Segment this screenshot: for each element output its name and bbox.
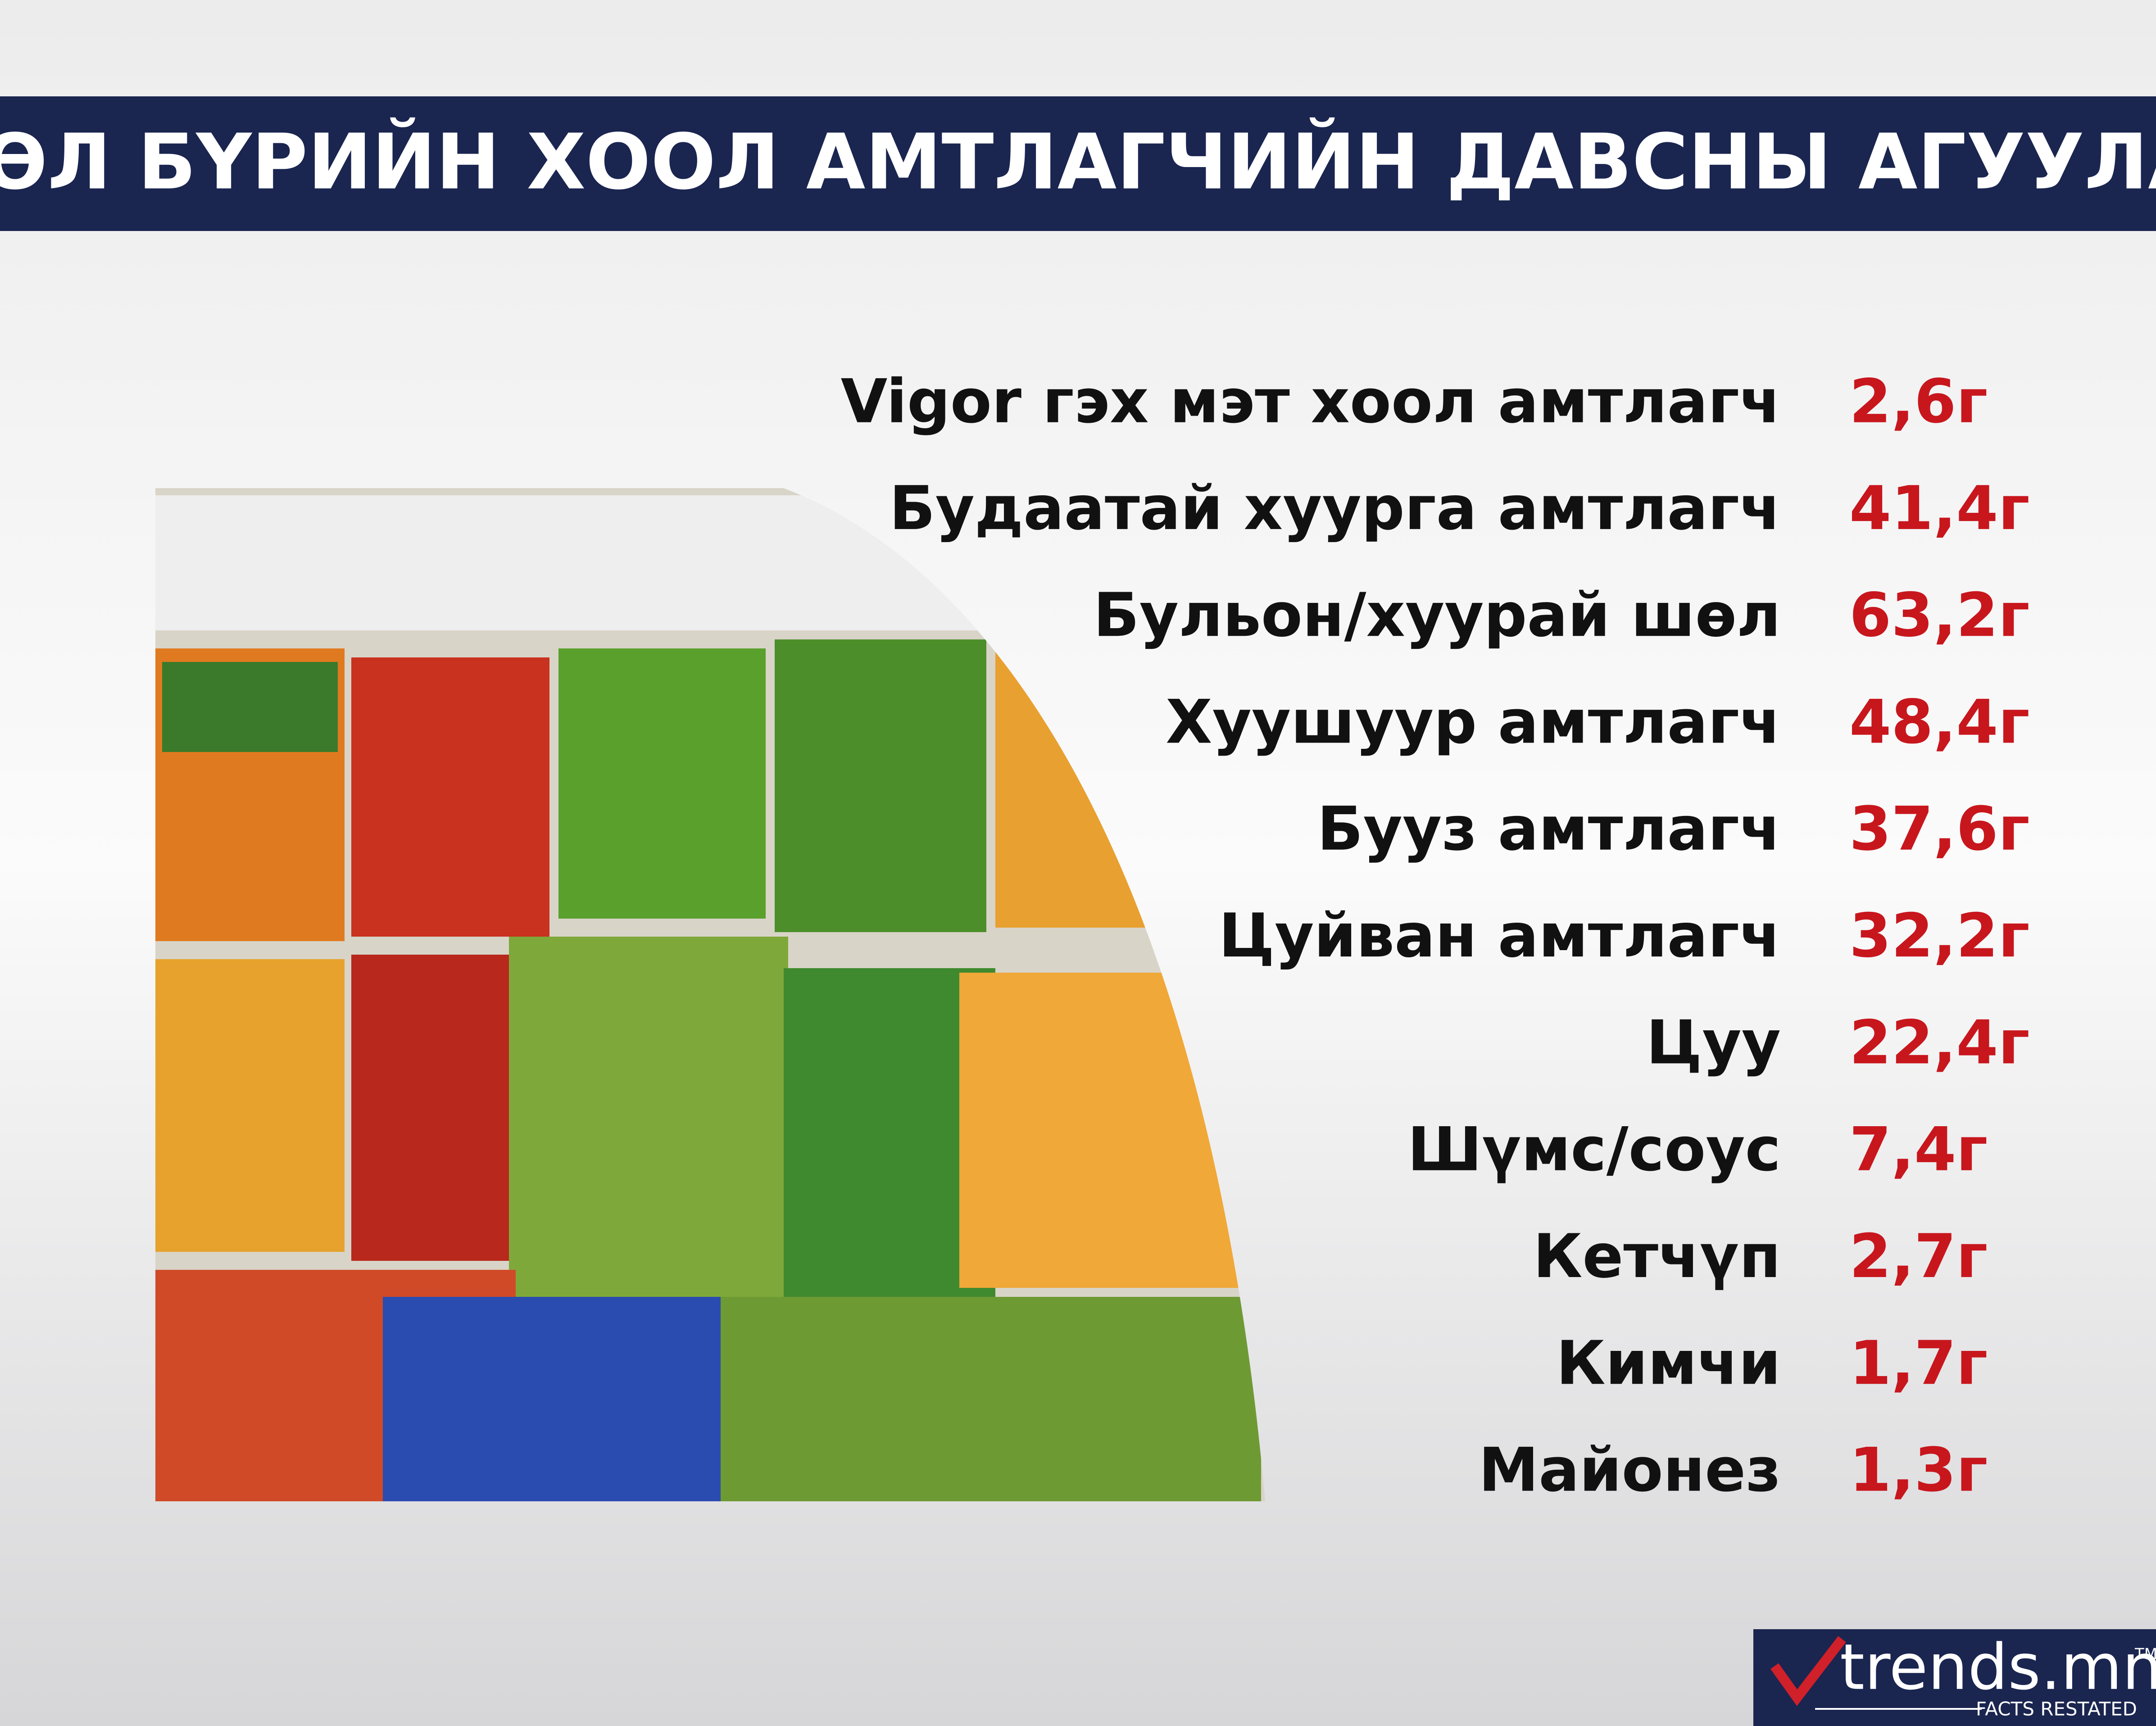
item-label: Vigor гэх мэт хоол амтлагч xyxy=(841,367,1781,437)
item-value: 1,3г xyxy=(1849,1435,1988,1505)
item-label: Майонез xyxy=(1479,1435,1781,1505)
logo-check xyxy=(1770,1636,1846,1706)
title: ТӨРӨЛ БҮРИЙН ХООЛ АМТЛАГЧИЙН ДАВСНЫ АГУУ… xyxy=(0,117,2156,207)
item-label: Цуу xyxy=(1646,1007,1781,1078)
item-value: 2,7г xyxy=(1849,1221,1988,1291)
logo-mark: TM xyxy=(2134,1645,2156,1663)
title-bar xyxy=(0,96,2156,231)
item-label: Кимчи xyxy=(1556,1328,1781,1398)
item-label: Кетчүп xyxy=(1533,1221,1781,1291)
salt-list: Vigor гэх мэт хоол амтлагч 2,6г Будаатай х… xyxy=(841,367,2030,1505)
item-value: 32,2г xyxy=(1849,901,2030,971)
item-label: Бульон/хуурай шөл xyxy=(1094,580,1781,650)
item-value: 63,2г xyxy=(1849,580,2030,650)
logo: trends.mn TM FACTS RESTATED xyxy=(1753,1629,2156,1726)
item-label: Цуйван амтлагч xyxy=(1219,901,1781,971)
item-value: 7,4г xyxy=(1849,1114,1988,1185)
logo-name: trends.mn xyxy=(1840,1631,2156,1704)
item-label: Будаатай хуурга амтлагч xyxy=(889,473,1781,544)
item-value: 48,4г xyxy=(1849,687,2030,757)
logo-tagline: FACTS RESTATED xyxy=(1976,1698,2137,1720)
item-value: 37,6г xyxy=(1849,794,2030,864)
item-label: Бууз амтлагч xyxy=(1317,794,1781,864)
logo-box xyxy=(1753,1629,2156,1726)
item-value: 2,6г xyxy=(1849,367,1988,437)
item-value: 41,4г xyxy=(1849,473,2030,544)
item-value: 1,7г xyxy=(1849,1328,1988,1398)
item-label: Хуушуур амтлагч xyxy=(1166,687,1781,757)
item-value: 22,4г xyxy=(1849,1007,2030,1078)
item-label: Шүмс/соус xyxy=(1407,1114,1781,1185)
